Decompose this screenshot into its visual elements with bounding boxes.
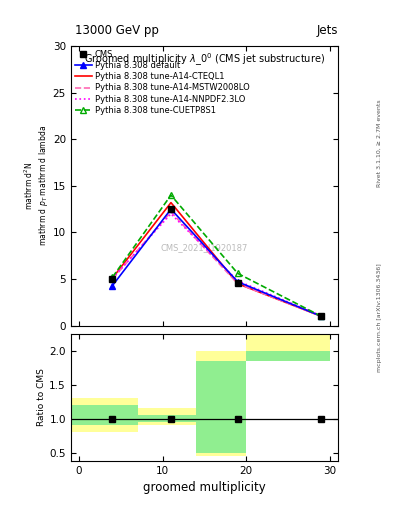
Line: Pythia 8.308 tune-A14-NNPDF2.3LO: Pythia 8.308 tune-A14-NNPDF2.3LO bbox=[112, 214, 321, 316]
Pythia 8.308 tune-CUETP8S1 bbox=[110, 274, 115, 280]
Y-axis label: Ratio to CMS: Ratio to CMS bbox=[37, 368, 46, 426]
Y-axis label: mathrm d$^2$N
mathrm d $p_T$ mathrm d lambda: mathrm d$^2$N mathrm d $p_T$ mathrm d la… bbox=[23, 125, 50, 246]
Line: Pythia 8.308 tune-A14-CTEQL1: Pythia 8.308 tune-A14-CTEQL1 bbox=[112, 203, 321, 316]
Pythia 8.308 tune-A14-NNPDF2.3LO bbox=[319, 313, 323, 319]
Pythia 8.308 tune-A14-NNPDF2.3LO bbox=[235, 278, 240, 284]
Line: Pythia 8.308 tune-CUETP8S1: Pythia 8.308 tune-CUETP8S1 bbox=[109, 191, 325, 320]
Pythia 8.308 tune-A14-NNPDF2.3LO bbox=[169, 211, 173, 217]
CMS bbox=[110, 276, 115, 282]
Line: Pythia 8.308 tune-A14-MSTW2008LO: Pythia 8.308 tune-A14-MSTW2008LO bbox=[112, 212, 321, 316]
Pythia 8.308 default bbox=[110, 283, 115, 289]
CMS bbox=[169, 206, 173, 212]
Pythia 8.308 tune-A14-CTEQL1 bbox=[235, 281, 240, 287]
Pythia 8.308 tune-A14-CTEQL1 bbox=[169, 200, 173, 206]
Line: CMS: CMS bbox=[109, 206, 325, 320]
Text: 13000 GeV pp: 13000 GeV pp bbox=[75, 24, 158, 37]
Text: Jets: Jets bbox=[316, 24, 338, 37]
Pythia 8.308 tune-A14-MSTW2008LO bbox=[110, 276, 115, 282]
CMS bbox=[235, 280, 240, 286]
X-axis label: groomed multiplicity: groomed multiplicity bbox=[143, 481, 266, 494]
Pythia 8.308 tune-A14-CTEQL1 bbox=[110, 275, 115, 281]
CMS bbox=[319, 313, 323, 319]
Line: Pythia 8.308 default: Pythia 8.308 default bbox=[109, 206, 325, 320]
Pythia 8.308 tune-A14-MSTW2008LO bbox=[169, 209, 173, 215]
Pythia 8.308 tune-CUETP8S1 bbox=[169, 192, 173, 198]
Pythia 8.308 default bbox=[235, 279, 240, 285]
Pythia 8.308 tune-CUETP8S1 bbox=[235, 270, 240, 276]
Text: CMS_2021_I1920187: CMS_2021_I1920187 bbox=[161, 243, 248, 252]
Text: Rivet 3.1.10, ≥ 2.7M events: Rivet 3.1.10, ≥ 2.7M events bbox=[377, 99, 382, 187]
Pythia 8.308 tune-A14-NNPDF2.3LO bbox=[110, 275, 115, 281]
Legend: CMS, Pythia 8.308 default, Pythia 8.308 tune-A14-CTEQL1, Pythia 8.308 tune-A14-M: CMS, Pythia 8.308 default, Pythia 8.308 … bbox=[73, 49, 251, 116]
Text: Groomed multiplicity $\lambda$_0$^0$ (CMS jet substructure): Groomed multiplicity $\lambda$_0$^0$ (CM… bbox=[84, 52, 325, 68]
Pythia 8.308 default bbox=[319, 313, 323, 319]
Text: mcplots.cern.ch [arXiv:1306.3436]: mcplots.cern.ch [arXiv:1306.3436] bbox=[377, 263, 382, 372]
Pythia 8.308 tune-A14-MSTW2008LO bbox=[235, 281, 240, 287]
Pythia 8.308 tune-CUETP8S1 bbox=[319, 313, 323, 319]
Pythia 8.308 tune-A14-MSTW2008LO bbox=[319, 313, 323, 319]
Pythia 8.308 tune-A14-CTEQL1 bbox=[319, 313, 323, 319]
Pythia 8.308 default bbox=[169, 206, 173, 212]
